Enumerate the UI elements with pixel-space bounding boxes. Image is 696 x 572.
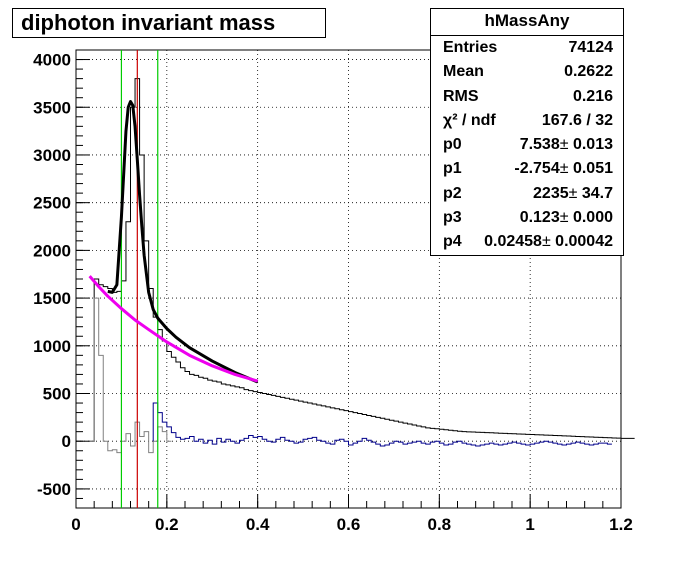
y-tick-label: 2000	[33, 241, 71, 260]
stats-plusminus: ±	[559, 160, 569, 178]
stats-label: p2	[443, 184, 462, 202]
stats-label: p3	[443, 209, 462, 227]
stats-error: 0.051	[568, 160, 613, 178]
x-tick-label: 0.6	[337, 515, 361, 534]
stats-value-number: 0.02458	[484, 233, 542, 251]
stats-value-number: 167.6 / 32	[541, 111, 613, 129]
stats-value: 0.216	[573, 85, 613, 109]
stats-label: RMS	[443, 87, 479, 105]
x-tick-label: 1.2	[609, 515, 633, 534]
stats-row: RMS 0.216	[431, 85, 623, 109]
stats-error: 0.000	[568, 209, 613, 227]
x-tick-label: 0.4	[246, 515, 270, 534]
stats-value-number: 0.2622	[564, 63, 613, 81]
y-tick-label: 3000	[33, 146, 71, 165]
stats-row: χ² / ndf 167.6 / 32	[431, 109, 623, 133]
chart-title: diphoton invariant mass	[12, 8, 326, 38]
stats-value-number: -2.754	[514, 160, 560, 178]
y-tick-label: 1000	[33, 337, 71, 356]
stats-plusminus: ±	[568, 184, 578, 202]
stats-label: p1	[443, 160, 462, 178]
stats-value-number: 2235	[533, 184, 569, 202]
stats-label: p4	[443, 233, 462, 251]
stats-value: 74124	[569, 36, 614, 60]
stats-row: Mean 0.2622	[431, 60, 623, 84]
stats-label: χ² / ndf	[443, 111, 496, 129]
histogram-series	[152, 402, 612, 447]
background-fit-curve	[88, 275, 259, 383]
y-tick-label: 1500	[33, 289, 71, 308]
x-tick-label: 1	[525, 515, 534, 534]
x-tick-label: 0.2	[155, 515, 179, 534]
y-tick-label: -500	[37, 480, 71, 499]
stats-value: 0.123± 0.000	[520, 206, 613, 230]
stats-plusminus: ±	[559, 209, 569, 227]
stats-error: 0.013	[568, 136, 613, 154]
y-tick-label: 3500	[33, 98, 71, 117]
stats-plusminus: ±	[541, 233, 551, 251]
stats-row: Entries 74124	[431, 36, 623, 60]
y-tick-label: 0	[62, 432, 71, 451]
stats-label: p0	[443, 136, 462, 154]
stats-value-number: 74124	[568, 39, 614, 56]
y-tick-label: 500	[43, 385, 71, 404]
x-tick-label: 0	[71, 515, 80, 534]
stats-value: 0.02458± 0.00042	[484, 230, 613, 254]
stats-row: p3 0.123± 0.000	[431, 206, 623, 230]
stats-value: 2235± 34.7	[533, 182, 613, 206]
stats-label: Mean	[443, 63, 484, 81]
stats-value-number: 0.123	[519, 209, 560, 227]
stats-value-number: 7.538	[519, 136, 560, 154]
x-tick-label: 0.8	[428, 515, 452, 534]
stats-value: 7.538± 0.013	[520, 133, 613, 157]
stats-value: 0.2622	[564, 60, 613, 84]
stats-label: Entries	[443, 39, 498, 56]
stats-rows: Entries 74124 Mean 0.2622 RMS 0.216 χ² / ndf 16…	[431, 36, 623, 255]
stats-row: p0 7.538± 0.013	[431, 133, 623, 157]
stats-row: p4 0.02458± 0.00042	[431, 230, 623, 254]
stats-row: p1 -2.754± 0.051	[431, 157, 623, 181]
stats-plusminus: ±	[559, 136, 569, 154]
stats-value-number: 0.216	[572, 87, 613, 105]
stats-name: hMassAny	[431, 9, 623, 36]
stats-error: 0.00042	[550, 233, 613, 251]
stats-row: p2 2235± 34.7	[431, 182, 623, 206]
stats-error: 34.7	[577, 184, 613, 202]
fit-curve	[107, 100, 259, 384]
y-tick-label: 2500	[33, 194, 71, 213]
stats-box: hMassAny Entries 74124 Mean 0.2622 RMS 0.216 χ…	[430, 8, 624, 256]
stats-value: 167.6 / 32	[542, 109, 613, 133]
y-tick-label: 4000	[33, 51, 71, 70]
stats-value: -2.754± 0.051	[514, 157, 613, 181]
histogram-series	[89, 78, 635, 442]
